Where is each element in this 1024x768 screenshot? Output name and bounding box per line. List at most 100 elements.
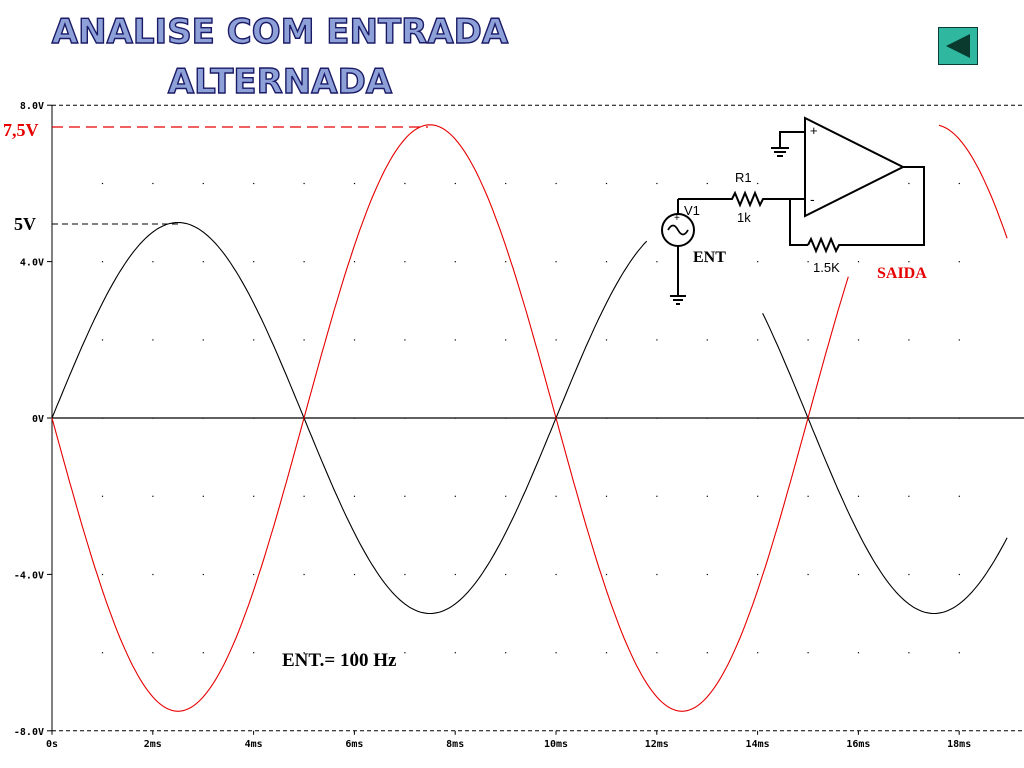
grid-dot <box>353 573 356 576</box>
grid-dot <box>505 182 507 185</box>
opamp-symbol <box>804 116 906 218</box>
grid-dot <box>253 652 255 654</box>
grid-dot <box>353 495 356 497</box>
grid-dot <box>555 261 557 263</box>
grid-dot <box>505 652 507 654</box>
grid-dot <box>605 573 608 576</box>
y-tick-label: 0V <box>32 414 44 425</box>
back-button[interactable] <box>938 27 978 65</box>
grid-dot <box>454 339 456 341</box>
grid-dot <box>404 495 406 497</box>
grid-dot <box>101 261 104 263</box>
grid-dot <box>353 261 356 263</box>
grid-dot <box>555 339 557 341</box>
grid-dot <box>807 339 809 341</box>
grid-dot <box>857 495 860 497</box>
resistor-rf <box>807 166 925 254</box>
opamp-minus: - <box>810 191 815 207</box>
grid-dot <box>605 261 608 263</box>
grid-dot <box>857 652 860 654</box>
x-tick-labels: 0s 2ms 4ms 6ms 8ms 10ms 12ms 14ms 16ms 18ms <box>46 730 971 750</box>
peak-in-label: 5V <box>14 214 36 234</box>
grid-dot <box>757 573 759 576</box>
grid-dot <box>958 573 960 576</box>
grid-dot <box>958 495 960 497</box>
grid-dot <box>706 652 708 654</box>
x-tick-label: 14ms <box>746 739 770 750</box>
grid-dot <box>202 261 204 263</box>
grid-dot <box>656 573 658 576</box>
grid-dot <box>404 339 406 341</box>
grid-dot <box>202 495 204 497</box>
grid-dot <box>505 495 507 497</box>
grid-dot <box>353 182 356 185</box>
grid-dot <box>555 182 557 185</box>
grid-dot <box>605 339 608 341</box>
grid-dot <box>253 495 255 497</box>
y-tick-labels: 8.0V 4.0V 0V -4.0V -8.0V <box>14 101 52 738</box>
grid-dot <box>908 182 910 185</box>
grid-dot <box>555 573 557 576</box>
grid-dot <box>908 339 910 341</box>
grid-dot <box>908 261 910 263</box>
x-tick-label: 10ms <box>544 739 568 750</box>
x-tick-label: 8ms <box>446 739 464 750</box>
grid-dot <box>908 573 910 576</box>
v1-label: V1 <box>684 203 700 218</box>
grid-dot <box>958 652 960 654</box>
x-tick-label: 18ms <box>947 739 971 750</box>
grid-dot <box>656 495 658 497</box>
grid-dot <box>253 339 255 341</box>
y-tick-label: 4.0V <box>20 258 44 269</box>
grid-dot <box>807 573 809 576</box>
grid-dot <box>605 652 608 654</box>
grid-dot <box>404 182 406 185</box>
grid-dot <box>303 652 305 654</box>
grid-dot <box>505 261 507 263</box>
grid-dot <box>555 495 557 497</box>
grid-dot <box>908 652 910 654</box>
grid-dot <box>807 652 809 654</box>
axes <box>51 104 1024 732</box>
grid-dot <box>958 261 960 263</box>
grid-dot <box>353 339 356 341</box>
grid-dot <box>101 573 104 576</box>
grid-dot <box>706 573 708 576</box>
output-series-line <box>938 124 1008 239</box>
grid-dot <box>303 573 305 576</box>
grid-dot <box>807 495 809 497</box>
grid-dot <box>202 573 204 576</box>
grid-dot <box>202 182 204 185</box>
r1-value: 1k <box>737 210 751 225</box>
grid-dot <box>958 339 960 341</box>
grid-dot <box>454 652 456 654</box>
grid-dot <box>706 339 708 341</box>
x-tick-label: 2ms <box>144 739 162 750</box>
grid-dot <box>101 339 104 341</box>
ent-label: ENT <box>693 249 726 266</box>
grid-dot <box>757 495 759 497</box>
page-title-line2: ALTERNADA <box>167 62 393 102</box>
grid-dot <box>404 652 406 654</box>
output-series-line <box>51 124 849 712</box>
grid-dot <box>253 573 255 576</box>
grid-dot <box>353 652 356 654</box>
r1-name: R1 <box>735 170 752 185</box>
grid-dot <box>605 182 608 185</box>
grid-dot <box>857 339 860 341</box>
grid-dot <box>303 261 305 263</box>
y-tick-label: -4.0V <box>14 570 44 581</box>
grid-dot <box>656 182 658 185</box>
frequency-label: ENT.= 100 Hz <box>282 650 397 671</box>
input-series-line <box>51 221 648 615</box>
x-tick-label: 12ms <box>645 739 669 750</box>
grid-dot <box>152 495 154 497</box>
grid-dot <box>152 182 154 185</box>
grid-dot <box>757 652 759 654</box>
saida-label: SAIDA <box>877 265 927 282</box>
grid-dot <box>152 652 154 654</box>
grid-dot <box>253 182 255 185</box>
back-arrow-icon <box>946 34 970 58</box>
grid-dot <box>505 573 507 576</box>
grid-dot <box>303 182 305 185</box>
